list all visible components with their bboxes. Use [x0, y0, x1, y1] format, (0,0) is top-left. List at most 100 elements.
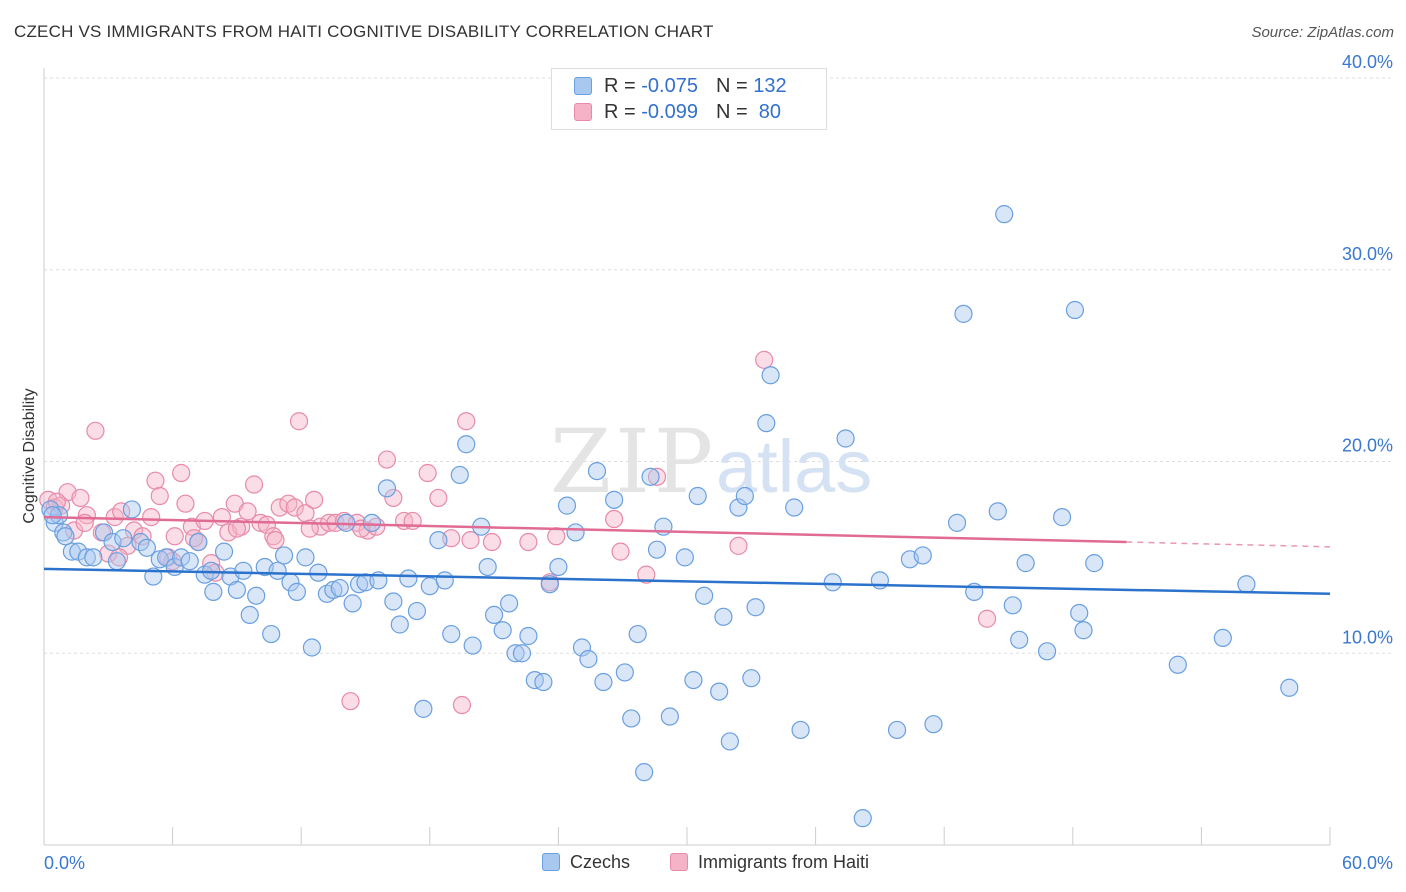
point-czechs	[729, 498, 748, 517]
point-czechs	[450, 465, 469, 485]
point-czechs	[324, 580, 343, 600]
point-czechs	[377, 479, 397, 498]
point-czechs	[330, 578, 349, 598]
point-czechs	[742, 669, 761, 688]
point-czechs	[660, 707, 679, 726]
point-haiti	[304, 490, 324, 509]
point-haiti	[452, 695, 472, 715]
legend-n-label: N =	[715, 75, 754, 97]
point-czechs	[463, 636, 482, 655]
point-czechs	[688, 486, 707, 506]
point-czechs	[635, 763, 654, 782]
point-czechs	[622, 709, 641, 728]
legend-row-czechs: R = -0.075 N = 132	[574, 75, 787, 99]
point-czechs	[49, 506, 69, 525]
point-czechs	[172, 548, 191, 567]
point-czechs	[1085, 554, 1104, 573]
point-czechs	[343, 594, 362, 613]
x-tick-label: 0.0%	[44, 853, 85, 873]
source-label: Source: ZipAtlas.com	[1251, 24, 1394, 41]
point-czechs	[988, 502, 1007, 521]
bottom-legend-swatch-haiti	[670, 853, 688, 871]
point-czechs	[262, 624, 281, 644]
point-czechs	[227, 580, 246, 600]
point-czechs	[519, 626, 538, 646]
point-czechs	[107, 552, 126, 571]
trend-line-czechs	[43, 567, 1331, 596]
point-czechs	[615, 663, 634, 682]
point-czechs	[1280, 678, 1299, 697]
data-points	[39, 205, 1299, 828]
point-czechs	[214, 542, 234, 561]
point-czechs	[204, 582, 223, 601]
point-czechs	[1237, 575, 1256, 594]
bottom-legend-haiti: Immigrants from Haiti	[670, 852, 869, 873]
point-haiti	[519, 532, 538, 552]
point-czechs	[836, 429, 855, 448]
point-haiti	[647, 467, 667, 486]
point-czechs	[641, 467, 660, 486]
x-tick-label: 60.0%	[1342, 853, 1393, 873]
point-czechs	[1037, 642, 1057, 661]
chart-title: CZECH VS IMMIGRANTS FROM HAITI COGNITIVE…	[14, 22, 714, 41]
y-tick-label: 30.0%	[1342, 244, 1393, 264]
point-czechs	[122, 500, 141, 519]
point-czechs	[180, 552, 199, 571]
point-haiti	[377, 450, 397, 469]
point-czechs	[435, 571, 454, 590]
point-haiti	[257, 515, 277, 534]
point-czechs	[150, 550, 169, 569]
point-czechs	[785, 498, 804, 517]
point-czechs	[1065, 300, 1085, 320]
point-haiti	[729, 536, 748, 555]
point-czechs	[746, 598, 765, 617]
trend-lines	[43, 515, 1331, 596]
point-czechs	[384, 592, 403, 611]
point-haiti	[482, 532, 502, 552]
point-haiti	[285, 498, 304, 517]
point-haiti	[86, 421, 105, 440]
point-haiti	[238, 502, 257, 521]
point-czechs	[605, 490, 624, 509]
point-czechs	[442, 624, 461, 644]
point-czechs	[1074, 621, 1093, 640]
y-tick-label: 40.0%	[1342, 52, 1393, 72]
point-haiti	[637, 565, 656, 584]
point-czechs	[566, 523, 585, 542]
trend-line-haiti	[43, 515, 1127, 544]
point-haiti	[547, 527, 566, 546]
point-haiti	[384, 488, 403, 508]
legend-n-label: N =	[715, 101, 754, 123]
point-czechs	[457, 435, 476, 454]
point-haiti	[176, 494, 195, 513]
point-czechs	[493, 621, 512, 640]
point-haiti	[457, 412, 476, 431]
point-czechs	[572, 638, 592, 657]
point-czechs	[43, 506, 62, 525]
point-haiti	[266, 531, 285, 550]
point-czechs	[189, 532, 208, 552]
point-czechs	[579, 649, 598, 669]
point-czechs	[1016, 554, 1035, 573]
point-czechs	[853, 809, 872, 828]
point-czechs	[720, 732, 739, 751]
point-haiti	[71, 488, 90, 508]
legend-r-label: R =	[604, 75, 642, 97]
point-haiti	[146, 471, 165, 490]
legend-r-label: R =	[604, 101, 642, 123]
point-haiti	[212, 508, 231, 527]
point-czechs	[735, 486, 754, 506]
point-haiti	[429, 488, 448, 508]
point-czechs	[302, 638, 322, 657]
point-czechs	[695, 586, 714, 605]
point-czechs	[1010, 630, 1029, 649]
bottom-legend-label-czechs: Czechs	[570, 852, 631, 872]
point-czechs	[647, 540, 667, 559]
point-czechs	[234, 561, 253, 580]
trend-line-haiti-extension	[1126, 541, 1331, 548]
point-czechs	[500, 594, 519, 613]
point-czechs	[274, 546, 294, 565]
axes	[43, 68, 1331, 846]
watermark-atlas: atlas	[716, 425, 872, 508]
point-haiti	[150, 486, 169, 506]
